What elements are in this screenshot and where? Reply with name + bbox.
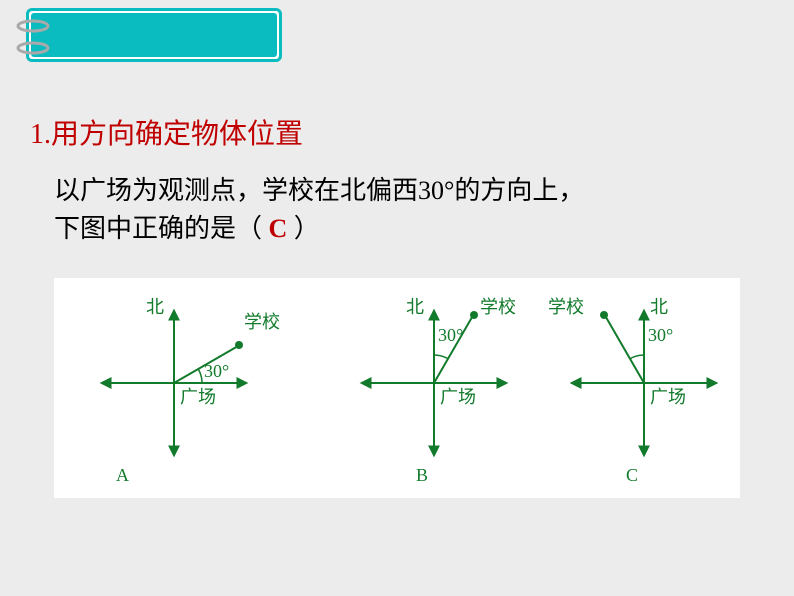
svg-text:广场: 广场 <box>650 387 686 407</box>
svg-text:学校: 学校 <box>480 297 516 317</box>
svg-text:A: A <box>116 465 129 485</box>
question-text: 以广场为观测点，学校在北偏西30°的方向上， 下图中正确的是（ C ） <box>54 172 694 248</box>
svg-text:C: C <box>626 465 638 485</box>
header-tab <box>26 8 282 62</box>
svg-text:北: 北 <box>146 297 164 317</box>
svg-text:B: B <box>416 465 428 485</box>
svg-text:北: 北 <box>650 297 668 317</box>
question-line1: 以广场为观测点，学校在北偏西30°的方向上， <box>54 176 584 205</box>
ring-icon <box>16 16 50 36</box>
svg-text:学校: 学校 <box>548 297 584 317</box>
svg-text:广场: 广场 <box>180 387 216 407</box>
svg-text:学校: 学校 <box>244 312 280 332</box>
svg-text:30°: 30° <box>204 361 229 381</box>
svg-text:广场: 广场 <box>440 387 476 407</box>
section-title: 1.用方向确定物体位置 <box>30 112 303 152</box>
tab-inner <box>31 13 277 57</box>
svg-text:北: 北 <box>406 297 424 317</box>
diagrams-svg: 北学校30°广场A北学校30°广场B北学校30°广场C <box>54 278 740 498</box>
question-line2a: 下图中正确的是（ <box>54 214 269 243</box>
svg-text:30°: 30° <box>648 325 673 345</box>
ring-icon <box>16 38 50 58</box>
answer-letter: C <box>269 214 294 243</box>
diagrams-panel: 北学校30°广场A北学校30°广场B北学校30°广场C <box>54 278 740 498</box>
question-line2b: ） <box>294 214 320 243</box>
svg-text:30°: 30° <box>438 325 463 345</box>
